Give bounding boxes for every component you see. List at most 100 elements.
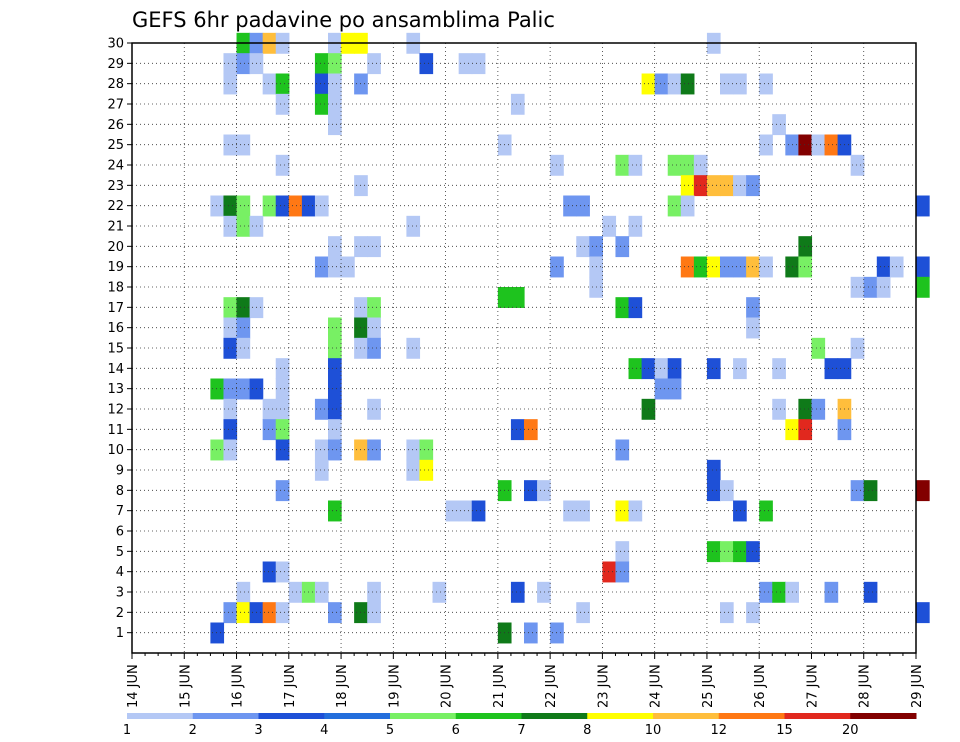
data-cell — [706, 459, 721, 481]
data-cell — [720, 602, 734, 624]
y-tick-label: 30 — [107, 37, 124, 52]
data-cell — [262, 73, 277, 95]
data-cell — [406, 439, 421, 461]
data-cell — [667, 195, 682, 217]
data-cell — [223, 73, 238, 95]
colorbar-segment — [127, 713, 194, 719]
x-tick-label: 26 JUN — [753, 664, 768, 708]
data-cell — [850, 337, 865, 359]
data-cell — [497, 287, 512, 308]
data-cell — [680, 175, 695, 197]
data-cell — [406, 459, 421, 481]
data-cell — [210, 378, 225, 400]
data-cell — [288, 581, 303, 603]
data-cell — [524, 480, 538, 502]
data-cell — [367, 317, 381, 339]
data-cell — [236, 195, 251, 217]
data-cell — [223, 378, 238, 400]
data-cell — [863, 276, 878, 298]
data-cell — [720, 175, 734, 197]
data-cell — [772, 358, 786, 380]
colorbar-segment — [521, 713, 588, 719]
data-cell — [654, 358, 669, 380]
data-cell — [328, 500, 342, 522]
data-cell — [367, 602, 381, 624]
data-cell — [759, 256, 773, 278]
data-cell — [367, 439, 381, 461]
data-cell — [367, 297, 381, 319]
data-cell — [458, 53, 473, 75]
data-cell — [314, 439, 329, 461]
data-cell — [328, 398, 342, 420]
colorbar-label: 15 — [776, 723, 793, 738]
data-cell — [576, 602, 590, 624]
data-cell — [772, 398, 786, 420]
data-cell — [850, 480, 865, 502]
x-tick-label: 21 JUN — [492, 664, 507, 708]
data-cell — [706, 541, 721, 563]
data-cell — [667, 378, 682, 400]
data-cell — [275, 602, 290, 624]
data-cell — [628, 500, 643, 522]
data-cell — [328, 439, 342, 461]
data-cell — [798, 419, 813, 441]
data-cell — [615, 297, 630, 319]
colorbar-segment — [653, 713, 720, 719]
data-cell — [262, 419, 277, 441]
data-cell — [236, 317, 251, 339]
data-cell — [314, 73, 329, 95]
data-cell — [733, 500, 747, 522]
colorbar-label: 8 — [583, 723, 591, 738]
y-tick-label: 1 — [116, 626, 124, 641]
data-cell — [654, 73, 669, 95]
data-cell — [328, 114, 342, 136]
data-cell — [824, 134, 839, 156]
data-cell — [275, 93, 290, 115]
colorbar-label: 12 — [710, 723, 727, 738]
data-cell — [916, 480, 930, 502]
data-cell — [406, 337, 421, 359]
data-cell — [419, 459, 434, 481]
data-cell — [615, 561, 630, 583]
data-cell — [314, 195, 329, 217]
y-tick-label: 2 — [116, 606, 124, 621]
y-tick-label: 24 — [107, 159, 124, 174]
data-cell — [367, 236, 381, 258]
y-tick-label: 22 — [107, 199, 124, 214]
y-tick-label: 11 — [107, 423, 124, 438]
y-axis: 1234567891011121314151617181920212223242… — [107, 37, 132, 641]
data-cell — [759, 73, 773, 95]
data-cell — [236, 53, 251, 75]
data-cell — [615, 439, 630, 461]
data-cell — [863, 480, 878, 502]
data-cell — [916, 195, 930, 217]
data-cell — [680, 73, 695, 95]
data-cell — [406, 215, 421, 237]
data-cell — [615, 154, 630, 176]
data-cell — [680, 154, 695, 176]
colorbar-segment — [390, 713, 457, 719]
data-cells — [210, 32, 930, 644]
data-cell — [419, 53, 434, 75]
data-cell — [262, 561, 277, 583]
x-tick-label: 14 JUN — [126, 664, 141, 708]
x-tick-label: 17 JUN — [283, 664, 298, 708]
colorbar-segment — [850, 713, 917, 719]
data-cell — [628, 358, 643, 380]
data-cell — [367, 53, 381, 75]
data-cell — [654, 378, 669, 400]
x-tick-label: 28 JUN — [858, 664, 873, 708]
colorbar-label: 4 — [320, 723, 328, 738]
data-cell — [798, 134, 813, 156]
data-cell — [328, 317, 342, 339]
data-cell — [367, 337, 381, 359]
data-cell — [811, 337, 826, 359]
data-cell — [563, 195, 577, 217]
data-cell — [275, 73, 290, 95]
data-cell — [275, 195, 290, 217]
data-cell — [772, 114, 786, 136]
x-tick-label: 25 JUN — [701, 664, 716, 708]
data-cell — [223, 195, 238, 217]
y-tick-label: 5 — [116, 545, 124, 560]
